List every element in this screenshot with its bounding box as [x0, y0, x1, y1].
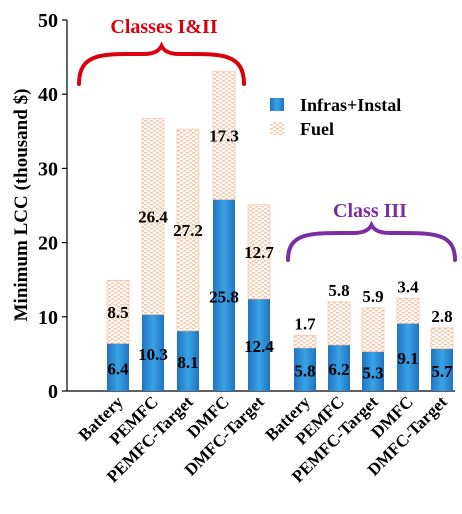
group-brace	[286, 220, 457, 262]
bar-infras	[294, 347, 316, 391]
bar-fuel	[106, 280, 130, 344]
label-infras: 5.7	[431, 362, 453, 381]
bar-infras	[248, 298, 270, 391]
bar-infras	[362, 351, 384, 391]
bar-fuel	[327, 301, 351, 346]
label-infras: 10.3	[138, 345, 168, 364]
bar-fuel	[212, 70, 236, 200]
bar-infras	[397, 323, 419, 391]
bar-infras	[213, 199, 235, 391]
bar-fuel	[293, 335, 317, 349]
legend-swatch-fuel	[270, 122, 284, 135]
group-brace	[77, 41, 246, 86]
label-fuel: 1.7	[294, 314, 316, 333]
bar-fuel	[361, 307, 385, 352]
group-label: Class III	[333, 200, 407, 222]
label-fuel: 5.9	[362, 287, 383, 306]
label-infras: 6.2	[328, 360, 349, 379]
y-tick-label: 40	[38, 84, 58, 106]
bar-fuel	[141, 118, 165, 315]
label-fuel: 8.5	[107, 303, 128, 322]
bar-fuel	[247, 204, 271, 300]
label-fuel: 12.7	[244, 243, 274, 262]
group-label: Classes I&II	[110, 16, 217, 38]
bar-infras	[328, 344, 350, 391]
label-infras: 25.8	[209, 287, 239, 306]
bar-infras	[142, 314, 164, 391]
label-fuel: 2.8	[431, 307, 452, 326]
label-fuel: 3.4	[397, 277, 419, 296]
bar-fuel	[430, 327, 454, 350]
label-fuel: 17.3	[209, 126, 239, 145]
bar-fuel	[176, 128, 200, 332]
legend-label-infras: Infras+Instal	[300, 95, 401, 115]
legend-label-fuel: Fuel	[300, 119, 334, 139]
label-fuel: 27.2	[173, 221, 203, 240]
y-tick-label: 0	[48, 381, 58, 403]
y-tick-label: 50	[38, 10, 58, 32]
y-tick-label: 10	[38, 307, 58, 329]
group-braces: Classes I&II Class III	[77, 16, 457, 262]
label-infras: 6.4	[107, 359, 129, 378]
legend: Infras+Instal Fuel	[270, 95, 401, 139]
y-tick-label: 30	[38, 158, 58, 180]
label-infras: 9.1	[397, 349, 418, 368]
label-infras: 12.4	[244, 337, 274, 356]
bar-infras	[107, 343, 129, 391]
label-fuel: 5.8	[328, 281, 349, 300]
legend-swatch-infras	[270, 98, 284, 111]
label-infras: 8.1	[177, 353, 198, 372]
bar-infras	[431, 348, 453, 391]
bar-infras	[177, 330, 199, 391]
label-infras: 5.8	[294, 361, 315, 380]
bar-fuel	[396, 297, 420, 324]
bars: 6.4 8.5 10.3 26.4 8.1 27.2 25.8 17.3 12.4 12.7 5.8…	[106, 70, 454, 391]
label-infras: 5.3	[362, 363, 383, 382]
y-axis-title: Minimum LCC (thousand $)	[11, 89, 32, 322]
y-tick-label: 20	[38, 233, 58, 255]
label-fuel: 26.4	[138, 208, 168, 227]
